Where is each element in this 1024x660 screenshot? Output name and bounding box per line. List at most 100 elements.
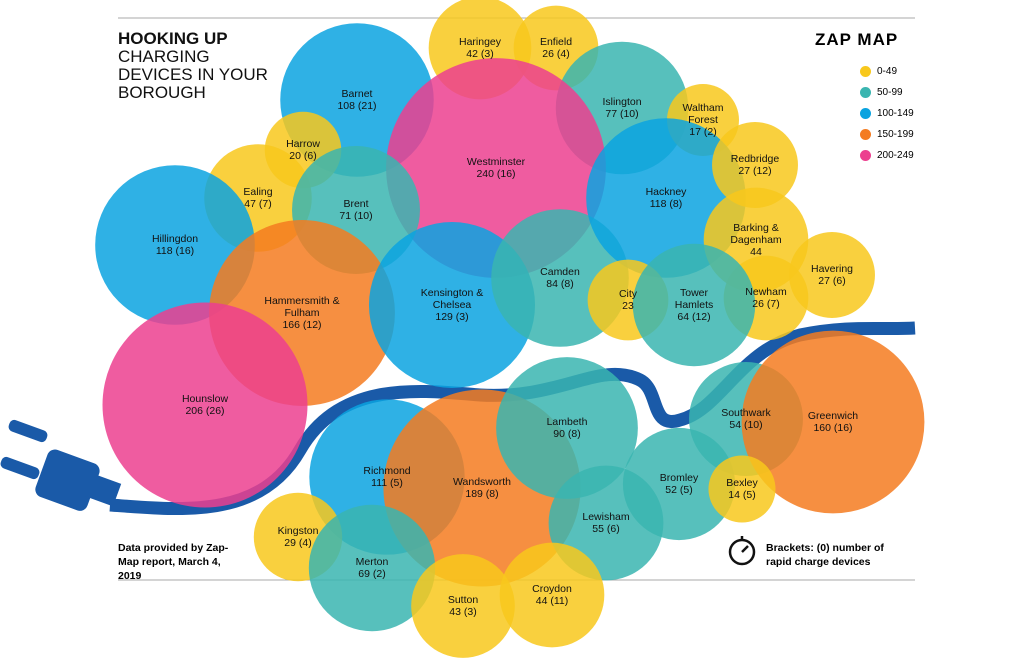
bubble-label: Richmond 111 (5) [357, 465, 417, 489]
value-label: 43 (3) [449, 606, 477, 618]
legend-swatch [860, 150, 871, 161]
legend-item: 150-199 [860, 129, 914, 140]
bubble-label: Harrow 20 (6) [278, 138, 328, 162]
bubble-label: Lambeth 90 (8) [537, 416, 597, 440]
legend-label: 100-149 [877, 108, 914, 119]
value-label: 23 [622, 300, 634, 312]
value-label: 52 (5) [665, 484, 693, 496]
borough-name: Harrow [286, 137, 320, 150]
borough-name: Hounslow [181, 392, 229, 405]
value-label: 47 (7) [244, 198, 272, 210]
borough-name: Tower Hamlets [674, 286, 714, 311]
source-note: Data provided by Zap-Map report, March 4… [118, 542, 229, 582]
borough-name: Hackney [645, 185, 687, 198]
borough-name: Brent [343, 197, 369, 210]
legend-swatch [860, 129, 871, 140]
value-label: 108 (21) [337, 100, 377, 112]
bubble-label: Kensington & Chelsea 129 (3) [417, 287, 487, 323]
value-label: 14 (5) [728, 489, 756, 501]
bubble [411, 554, 515, 658]
borough-name: Redbridge [730, 152, 780, 165]
bubble-label: Hammersmith & Fulham 166 (12) [262, 295, 342, 331]
bubble-label: Ealing 47 (7) [233, 186, 283, 210]
borough-name: Kingston [277, 524, 319, 537]
bracket-note: Brackets: (0) number of rapid charge dev… [766, 542, 884, 568]
bubble-label: City 23 [608, 288, 648, 312]
logo: ZAP MAP [815, 30, 899, 49]
value-label: 240 (16) [476, 168, 516, 180]
bubble-label: Sutton 43 (3) [438, 594, 488, 618]
bubble [789, 232, 875, 318]
value-label: 189 (8) [465, 488, 499, 500]
borough-name: Camden [540, 265, 580, 278]
borough-name: Sutton [447, 593, 479, 606]
legend-label: 200-249 [877, 150, 914, 161]
bubble [496, 357, 638, 499]
value-label: 64 (12) [677, 311, 711, 324]
borough-name: Hillingdon [151, 232, 199, 245]
bubble-label: Camden 84 (8) [530, 266, 590, 290]
bubble-label: Hackney 118 (8) [636, 186, 696, 210]
legend-label: 150-199 [877, 129, 914, 140]
value-label: 29 (4) [284, 537, 312, 549]
borough-name: Bexley [726, 476, 758, 489]
bubble [708, 455, 776, 523]
bubble-label: Bexley 14 (5) [722, 477, 762, 501]
value-label: 206 (26) [185, 405, 225, 417]
borough-name: Wandsworth [453, 475, 511, 488]
bubble-label: Waltham Forest 17 (2) [678, 102, 728, 138]
bubble-label: Wandsworth 189 (8) [447, 476, 517, 500]
value-label: 166 (12) [282, 319, 322, 332]
value-label: 26 (4) [542, 48, 570, 60]
borough-name: Bromley [659, 471, 699, 484]
value-label: 69 (2) [358, 568, 386, 580]
bubble-label: Westminster 240 (16) [456, 156, 536, 180]
value-label: 118 (8) [649, 198, 683, 210]
value-label: 90 (8) [553, 428, 581, 440]
borough-name: Westminster [466, 155, 526, 168]
borough-name: Lewisham [582, 510, 630, 523]
borough-name: Waltham Forest [682, 101, 724, 126]
borough-name: Havering [810, 262, 854, 275]
legend-item: 50-99 [860, 87, 903, 98]
legend-swatch [860, 108, 871, 119]
value-label: 44 [750, 246, 762, 259]
bubble-label: Newham 26 (7) [736, 286, 796, 310]
bubble-label: Brent 71 (10) [326, 198, 386, 222]
bubble [712, 122, 798, 208]
borough-name: Barking & Dagenham [730, 221, 782, 246]
title-block: HOOKING UP CHARGING DEVICES IN YOUR BORO… [118, 30, 268, 102]
borough-name: Ealing [243, 185, 273, 198]
borough-name: Islington [602, 95, 642, 108]
borough-name: City [618, 287, 638, 300]
legend-swatch [860, 66, 871, 77]
value-label: 77 (10) [605, 108, 639, 120]
bubble [632, 243, 756, 367]
borough-name: Kensington & Chelsea [420, 286, 484, 311]
borough-name: Newham [745, 285, 787, 298]
value-label: 44 (11) [535, 595, 569, 607]
bubble-label: Greenwich 160 (16) [798, 410, 868, 434]
legend-item: 200-249 [860, 150, 914, 161]
value-label: 54 (10) [729, 419, 763, 431]
borough-name: Croydon [532, 582, 572, 595]
borough-name: Merton [355, 555, 389, 568]
value-label: 160 (16) [813, 422, 853, 434]
legend-swatch [860, 87, 871, 98]
borough-name: Greenwich [807, 409, 859, 422]
bubble-label: Southwark 54 (10) [716, 407, 776, 431]
value-label: 111 (5) [371, 477, 403, 489]
bubble-label: Tower Hamlets 64 (12) [669, 287, 719, 323]
value-label: 84 (8) [546, 278, 574, 290]
bubble [741, 330, 925, 514]
plug-icon [0, 419, 122, 511]
bubble-label: Hounslow 206 (26) [170, 393, 240, 417]
bubble-label: Haringey 42 (3) [450, 36, 510, 60]
bubble-label: Merton 69 (2) [342, 556, 402, 580]
bubble-label: Enfield 26 (4) [526, 36, 586, 60]
bubble-label: Barnet 108 (21) [322, 88, 392, 112]
bubble-label: Bromley 52 (5) [649, 472, 709, 496]
bubble-label: Lewisham 55 (6) [576, 511, 636, 535]
bubble-label: Croydon 44 (11) [522, 583, 582, 607]
